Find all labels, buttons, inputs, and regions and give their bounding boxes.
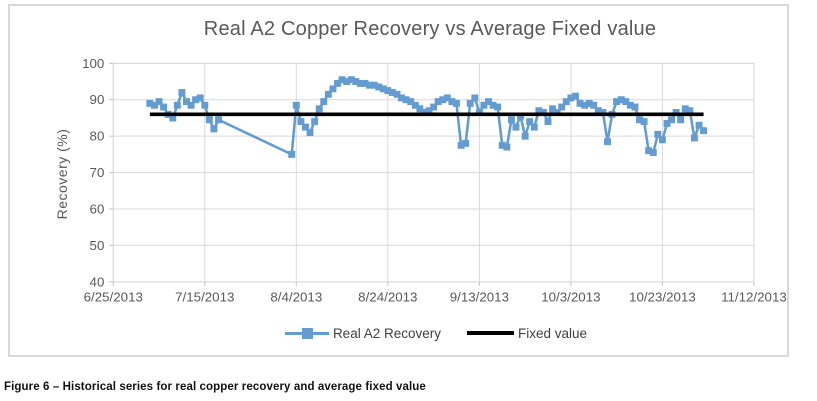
figure-caption: Figure 6 – Historical series for real co…: [4, 381, 426, 393]
recovery-series-line: [149, 78, 705, 156]
legend-item-real-a2-recovery: Real A2 Recovery: [284, 325, 441, 341]
chart-title: Real A2 Copper Recovery vs Average Fixed…: [203, 18, 657, 40]
x-tick-label: 9/13/2013: [450, 290, 509, 305]
y-tick-label: 90: [90, 92, 105, 107]
y-tick-label: 40: [90, 274, 105, 289]
y-gridlines: [113, 62, 754, 283]
y-tick-label: 60: [90, 201, 105, 216]
y-axis-title: Recovery (%): [54, 128, 70, 220]
blue-line-square-marker-icon: [284, 327, 329, 339]
chart-legend: Real A2 Recovery Fixed value: [112, 320, 760, 346]
x-tick-label: 10/23/2013: [629, 290, 696, 305]
x-tick-label: 8/4/2013: [270, 290, 322, 305]
y-tick-label: 70: [90, 165, 105, 180]
x-tick-label: 10/3/2013: [541, 290, 600, 305]
black-line-icon: [467, 331, 514, 335]
axis-ticks: [109, 62, 755, 286]
legend-label: Real A2 Recovery: [332, 325, 441, 341]
x-tick-label: 7/15/2013: [175, 290, 234, 305]
recovery-series-markers: [146, 76, 708, 158]
y-tick-label: 100: [82, 56, 104, 71]
y-tick-label: 50: [90, 238, 105, 253]
x-tick-label: 8/24/2013: [358, 290, 417, 305]
plot-border: [112, 62, 755, 283]
chart-plot: 40 50 60 70 80 90 100 6/25/2013 7/15/2013 8/4/201…: [82, 56, 787, 305]
legend-item-fixed-value: Fixed value: [467, 326, 587, 341]
x-tick-labels: 6/25/2013 7/15/2013 8/4/2013 8/24/2013 9/13/…: [84, 290, 787, 305]
legend-label: Fixed value: [518, 325, 588, 341]
chart-frame: Real A2 Copper Recovery vs Average Fixed…: [8, 4, 789, 357]
y-tick-label: 80: [90, 129, 105, 144]
y-tick-labels: 40 50 60 70 80 90 100: [82, 56, 104, 289]
x-tick-label: 6/25/2013: [84, 290, 143, 305]
x-tick-label: 11/12/2013: [721, 290, 787, 305]
